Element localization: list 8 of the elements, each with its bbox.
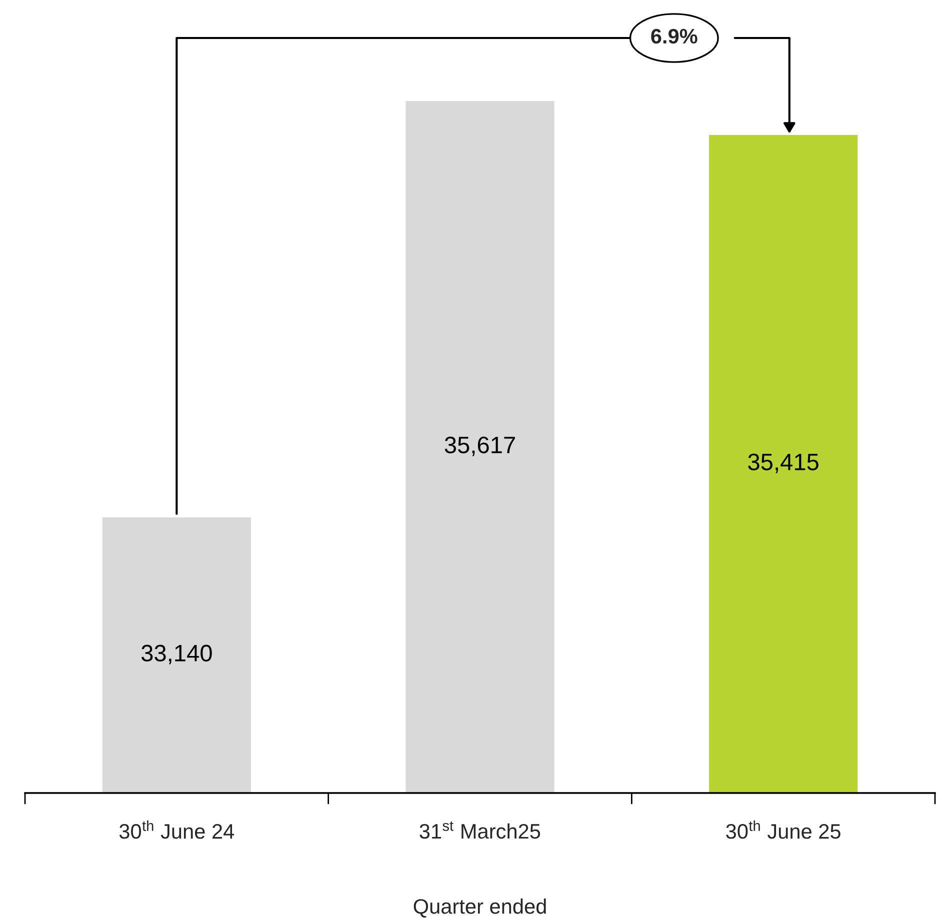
x-axis-title: Quarter ended [414, 898, 546, 918]
x-tick-label: 30$^{th}$ June 25 [726, 820, 840, 839]
text: 6.9% [651, 28, 698, 44]
x-tick-label: 31$^{st}$ March25 [420, 821, 540, 839]
data-label: 35,415 [748, 454, 818, 474]
data-label: 35,617 [444, 436, 515, 456]
x-tick-label: 30$^{th}$ June 24 [119, 820, 234, 839]
data-label: 33,140 [141, 644, 212, 664]
